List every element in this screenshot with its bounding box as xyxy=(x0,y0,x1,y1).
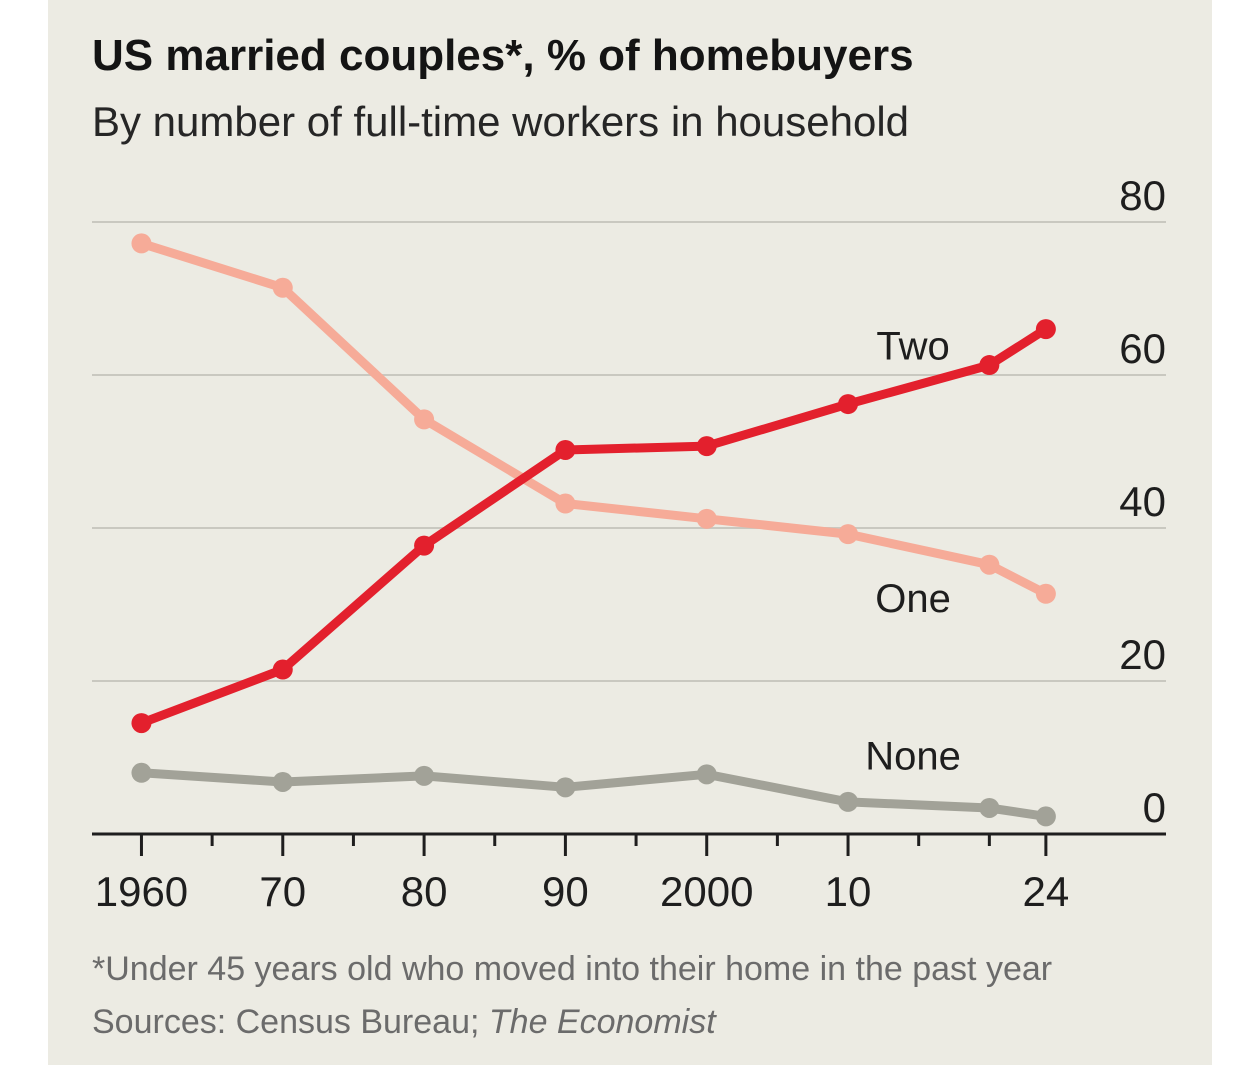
chart-subtitle: By number of full-time workers in househ… xyxy=(92,98,909,145)
data-point-two-1970 xyxy=(272,659,293,680)
data-point-one-1990 xyxy=(555,493,576,514)
data-point-none-2020 xyxy=(979,797,1000,818)
data-point-none-2000 xyxy=(696,764,717,785)
source-note: Sources: Census Bureau; The Economist xyxy=(92,1003,717,1041)
x-axis: 1960 70 80 90 2000 10 24 xyxy=(92,832,1166,915)
data-point-one-2024 xyxy=(1035,583,1056,604)
y-tick-label-40: 40 xyxy=(1119,478,1166,525)
data-point-none-1990 xyxy=(555,777,576,798)
series-line-two xyxy=(137,324,1051,728)
data-point-two-2000 xyxy=(696,436,717,457)
x-tick-label-24: 24 xyxy=(1023,868,1070,915)
chart-panel xyxy=(48,0,1212,1065)
data-point-one-1960 xyxy=(131,233,152,254)
series-label-two: Two xyxy=(876,325,949,369)
y-tick-label-20: 20 xyxy=(1119,631,1166,678)
series-lines xyxy=(131,233,1056,827)
series-label-none: None xyxy=(865,735,961,779)
data-point-none-2024 xyxy=(1035,806,1056,827)
chart-title: US married couples*, % of homebuyers xyxy=(92,31,914,80)
data-point-none-1970 xyxy=(272,771,293,792)
data-point-two-2024 xyxy=(1035,319,1056,340)
data-point-one-1980 xyxy=(414,409,435,430)
series-none xyxy=(131,762,1056,827)
data-point-one-2010 xyxy=(838,524,859,545)
data-point-two-1960 xyxy=(131,713,152,734)
footnote: *Under 45 years old who moved into their… xyxy=(92,950,1052,988)
data-point-none-1960 xyxy=(131,762,152,783)
series-labels: Two One None xyxy=(865,325,961,779)
x-tick-label-1960: 1960 xyxy=(95,868,188,915)
y-axis-tick-labels: 0 20 40 60 80 xyxy=(1119,172,1166,831)
data-point-none-1980 xyxy=(414,765,435,786)
x-tick-label-70: 70 xyxy=(259,868,306,915)
data-point-none-2010 xyxy=(838,791,859,812)
data-point-one-1970 xyxy=(272,277,293,298)
data-point-two-2020 xyxy=(979,355,1000,376)
x-tick-label-2000: 2000 xyxy=(660,868,753,915)
source-italic: The Economist xyxy=(489,1003,717,1041)
data-point-two-1980 xyxy=(414,535,435,556)
series-line-one xyxy=(137,238,1051,599)
series-label-one: One xyxy=(875,577,951,621)
data-point-two-1990 xyxy=(555,439,576,460)
gridlines xyxy=(92,221,1166,682)
x-tick-label-80: 80 xyxy=(401,868,448,915)
series-one xyxy=(131,233,1056,604)
y-tick-label-0: 0 xyxy=(1143,784,1166,831)
data-point-one-2020 xyxy=(979,554,1000,575)
series-two xyxy=(131,319,1056,734)
y-tick-label-80: 80 xyxy=(1119,172,1166,219)
x-tick-label-90: 90 xyxy=(542,868,589,915)
source-prefix: Sources: Census Bureau; xyxy=(92,1003,489,1041)
y-tick-label-60: 60 xyxy=(1119,325,1166,372)
data-point-two-2010 xyxy=(838,394,859,415)
series-line-none xyxy=(137,768,1051,821)
data-point-one-2000 xyxy=(696,508,717,529)
x-tick-label-10: 10 xyxy=(825,868,872,915)
